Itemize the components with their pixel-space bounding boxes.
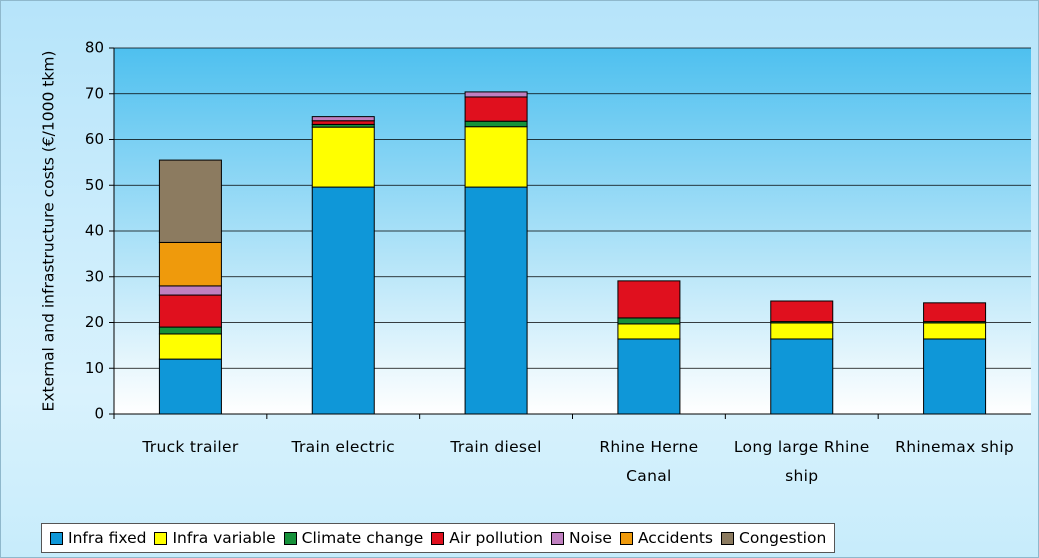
bar-segment bbox=[464, 186, 528, 415]
legend-swatch bbox=[619, 531, 633, 545]
bar-segment bbox=[158, 326, 222, 335]
legend-item: Infra fixed bbox=[50, 529, 146, 547]
legend-label: Air pollution bbox=[449, 529, 543, 547]
x-tick-label: Truck trailer bbox=[142, 438, 239, 456]
legend-swatch bbox=[283, 531, 297, 545]
x-tick-label: Rhinemax ship bbox=[895, 438, 1015, 456]
legend-item: Infra variable bbox=[154, 529, 276, 547]
legend-item: Accidents bbox=[619, 529, 714, 547]
legend-swatch bbox=[154, 531, 168, 545]
legend-item: Air pollution bbox=[431, 529, 543, 547]
bar-segment bbox=[617, 317, 681, 325]
y-tick-label: 40 bbox=[85, 222, 104, 240]
legend-label: Infra fixed bbox=[68, 529, 147, 547]
bar-segment bbox=[311, 126, 375, 188]
x-tick-label: Rhine Herne Canal bbox=[599, 438, 699, 485]
y-tick-label: 60 bbox=[85, 130, 104, 148]
legend-item: Noise bbox=[550, 529, 612, 547]
bar-segment bbox=[770, 338, 834, 415]
y-tick-label: 70 bbox=[85, 84, 104, 102]
legend-swatch bbox=[721, 531, 735, 545]
x-tick-label: Long large Rhine ship bbox=[733, 438, 870, 485]
y-tick-label: 10 bbox=[85, 359, 104, 377]
bar-segment bbox=[770, 322, 834, 340]
bar-segment bbox=[158, 294, 222, 328]
bar-segment bbox=[464, 120, 528, 128]
bar-segment bbox=[617, 323, 681, 340]
legend-label: Noise bbox=[568, 529, 612, 547]
bar-segment bbox=[158, 358, 222, 415]
y-tick-label: 0 bbox=[94, 405, 104, 423]
bar-segment bbox=[923, 338, 987, 415]
bar-segment bbox=[464, 91, 528, 98]
bar-segment bbox=[617, 280, 681, 319]
legend-label: Accidents bbox=[637, 529, 714, 547]
legend-label: Congestion bbox=[739, 529, 827, 547]
x-tick-label: Train diesel bbox=[450, 438, 542, 456]
x-tick-label: Train electric bbox=[291, 438, 395, 456]
legend-swatch bbox=[50, 531, 63, 545]
legend-item: Congestion bbox=[721, 529, 826, 547]
bar-segment bbox=[770, 300, 834, 323]
legend-swatch bbox=[550, 531, 564, 545]
bar-segment bbox=[158, 285, 222, 296]
bar-segment bbox=[311, 116, 375, 122]
legend-label: Infra variable bbox=[172, 529, 276, 547]
legend-swatch bbox=[431, 531, 445, 545]
bar-segment bbox=[923, 302, 987, 323]
legend: Infra fixed Infra variable Climate change A… bbox=[41, 523, 836, 553]
bar-segment bbox=[464, 96, 528, 122]
y-tick-label: 30 bbox=[85, 267, 104, 285]
y-tick-label: 20 bbox=[85, 313, 104, 331]
bar-segment bbox=[158, 241, 222, 287]
bar-segment bbox=[158, 159, 222, 243]
bar-segment bbox=[311, 120, 375, 125]
bar-segment bbox=[311, 186, 375, 415]
bar-segment bbox=[923, 322, 987, 340]
y-axis-label: External and infrastructure costs (€/100… bbox=[40, 51, 58, 412]
bar-segment bbox=[617, 338, 681, 415]
y-tick-label: 80 bbox=[85, 39, 104, 57]
legend-item: Climate change bbox=[283, 529, 424, 547]
legend-label: Climate change bbox=[301, 529, 424, 547]
bar-segment bbox=[158, 333, 222, 360]
y-tick-label: 50 bbox=[85, 176, 104, 194]
bar-segment bbox=[464, 126, 528, 188]
